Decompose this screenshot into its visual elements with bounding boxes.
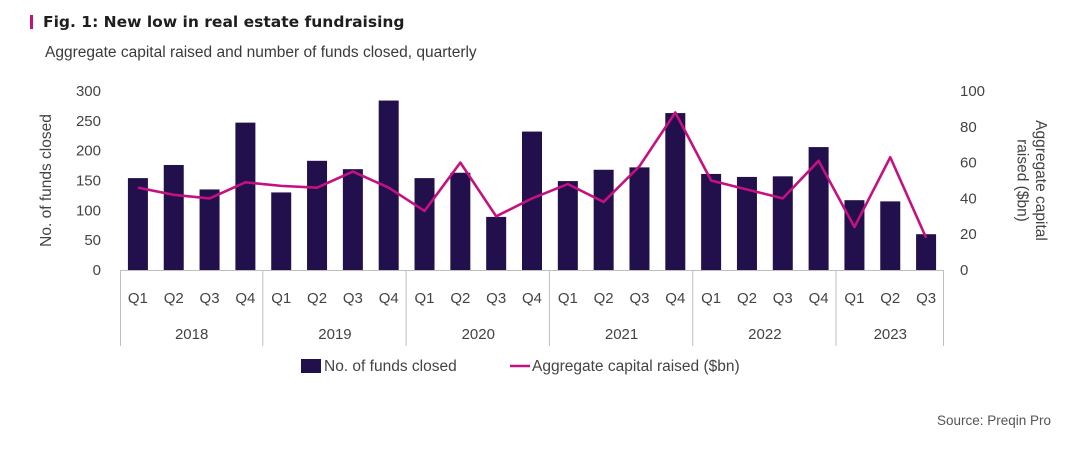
- x-axis-quarter-label: Q3: [773, 290, 793, 307]
- y2-axis-title-line: Aggregate capital: [1032, 120, 1049, 241]
- source-note: Source: Preqin Pro: [936, 413, 1051, 428]
- y2-axis-tick-label: 40: [960, 190, 977, 207]
- x-axis-quarter-label: Q3: [200, 290, 220, 307]
- y2-axis-title: Aggregate capitalraised ($bn): [1014, 120, 1050, 241]
- legend-label-line: Aggregate capital raised ($bn): [532, 358, 740, 375]
- x-axis-year-label: 2019: [318, 326, 351, 343]
- bar-funds-closed: [808, 147, 829, 270]
- x-axis-quarter-label: Q1: [415, 290, 435, 307]
- title-accent-bar: [30, 15, 33, 29]
- bar-funds-closed: [772, 176, 793, 270]
- x-axis-quarter-label: Q1: [844, 290, 864, 307]
- x-axis-quarter-label: Q3: [916, 290, 936, 307]
- y-axis-tick-label: 100: [76, 202, 101, 219]
- bar-funds-closed: [271, 192, 292, 270]
- figure-title: Fig. 1: New low in real estate fundraisi…: [43, 13, 405, 31]
- bar-funds-closed: [665, 113, 686, 271]
- bar-funds-closed: [736, 176, 757, 270]
- x-axis-quarter-label: Q4: [522, 290, 542, 307]
- bar-funds-closed: [916, 234, 937, 270]
- x-axis-quarter-label: Q3: [629, 290, 649, 307]
- x-axis-quarter-label: Q2: [164, 290, 184, 307]
- x-axis-year-label: 2018: [175, 326, 208, 343]
- bar-funds-closed: [629, 167, 650, 270]
- y-axis-tick-label: 150: [76, 173, 101, 190]
- figure-title-row: Fig. 1: New low in real estate fundraisi…: [30, 13, 405, 31]
- y-axis-tick-label: 200: [76, 143, 101, 160]
- x-axis-quarter-label: Q1: [558, 290, 578, 307]
- bar-funds-closed: [378, 100, 399, 271]
- x-axis-quarter-label: Q2: [880, 290, 900, 307]
- x-axis-quarter-label: Q2: [450, 290, 470, 307]
- x-axis-year-label: 2022: [748, 326, 781, 343]
- bar-funds-closed: [486, 216, 507, 270]
- legend-label-bars: No. of funds closed: [324, 358, 457, 375]
- x-axis-quarter-label: Q4: [235, 290, 255, 307]
- y2-axis-title-line: raised ($bn): [1014, 139, 1031, 222]
- x-axis-quarter-label: Q1: [271, 290, 291, 307]
- bar-funds-closed: [880, 201, 901, 270]
- line-aggregate-capital: [137, 111, 928, 239]
- x-axis-year-label: 2023: [874, 326, 907, 343]
- x-axis-year-label: 2021: [605, 326, 638, 343]
- x-axis-quarter-label: Q4: [809, 290, 829, 307]
- y2-axis-tick-label: 0: [960, 262, 968, 279]
- bar-funds-closed: [593, 169, 614, 270]
- bar-funds-closed: [163, 164, 184, 270]
- y-axis-title: No. of funds closed: [38, 114, 55, 247]
- x-axis-quarter-label: Q2: [594, 290, 614, 307]
- x-axis-quarter-label: Q4: [665, 290, 685, 307]
- bar-funds-closed: [342, 169, 363, 270]
- x-axis-quarter-label: Q1: [128, 290, 148, 307]
- figure-subtitle: Aggregate capital raised and number of f…: [45, 44, 477, 61]
- y2-axis-tick-label: 100: [960, 83, 985, 100]
- y-axis-tick-label: 0: [93, 262, 101, 279]
- y2-axis-tick-label: 60: [960, 155, 977, 172]
- bar-funds-closed: [557, 181, 578, 270]
- x-axis-quarter-label: Q1: [701, 290, 721, 307]
- x-axis-quarter-label: Q3: [486, 290, 506, 307]
- x-axis-quarter-label: Q2: [737, 290, 757, 307]
- x-axis-quarter-label: Q4: [379, 290, 399, 307]
- bar-funds-closed: [307, 160, 328, 270]
- bar-funds-closed: [450, 172, 471, 270]
- bar-funds-closed: [127, 178, 148, 270]
- bar-funds-closed: [414, 178, 435, 270]
- x-axis-quarter-label: Q3: [343, 290, 363, 307]
- bar-funds-closed: [701, 173, 722, 270]
- y-axis-tick-label: 300: [76, 83, 101, 100]
- x-axis-quarter-label: Q2: [307, 290, 327, 307]
- y2-axis-tick-label: 20: [960, 226, 977, 243]
- bar-funds-closed: [522, 131, 542, 270]
- y-axis-tick-label: 50: [84, 232, 101, 249]
- bar-funds-closed: [235, 122, 256, 270]
- y-axis-tick-label: 250: [76, 113, 101, 130]
- legend-swatch-bars: [301, 359, 321, 373]
- y2-axis-tick-label: 80: [960, 119, 977, 136]
- x-axis-year-label: 2020: [462, 326, 495, 343]
- bar-funds-closed: [199, 189, 220, 270]
